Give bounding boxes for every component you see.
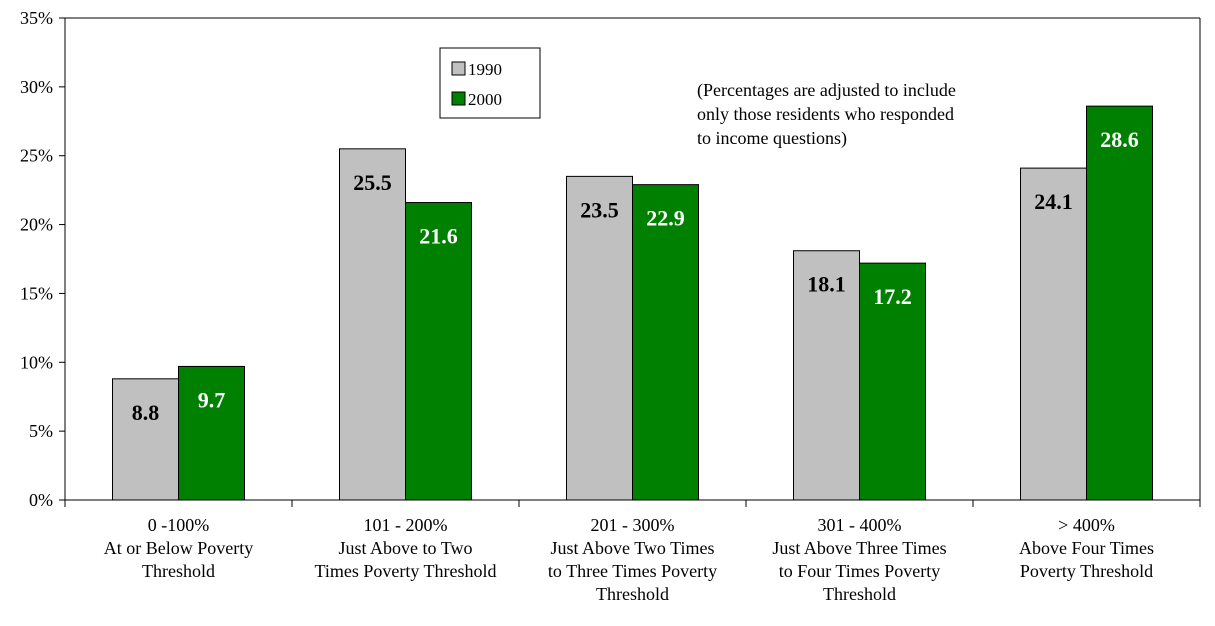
legend-box <box>439 47 541 119</box>
y-axis: 0% 5% 10% 15% 20% 25% 30% 35% <box>20 8 66 510</box>
category-label-line: Threshold <box>142 561 215 581</box>
bar-data-label: 23.5 <box>580 197 619 222</box>
annotation-line: only those residents who responded <box>697 104 954 124</box>
y-tick-label: 15% <box>20 283 53 303</box>
y-tick-label: 0% <box>29 490 53 510</box>
category-labels: 0 -100% At or Below Poverty Threshold 101 -… <box>104 515 1154 604</box>
bar-2000-3 <box>859 262 926 501</box>
category-label-line: Just Above Three Times <box>772 538 946 558</box>
x-category-label: 201 - 300% Just Above Two Times to Three T… <box>548 515 717 604</box>
x-axis <box>64 499 1201 507</box>
legend: 1990 2000 <box>439 47 541 119</box>
category-label-line: 101 - 200% <box>364 515 448 535</box>
category-label-line: > 400% <box>1058 515 1115 535</box>
bar-data-label: 17.2 <box>873 284 912 309</box>
bar-labels: 8.8 25.5 23.5 18.1 24.1 9.7 21.6 22.9 17.2 28.6 <box>132 127 1139 425</box>
category-label-line: Just Above Two Times <box>551 538 715 558</box>
category-label-line: 201 - 300% <box>591 515 675 535</box>
bar-data-label: 8.8 <box>132 400 160 425</box>
bar-data-label: 22.9 <box>646 206 685 231</box>
bar-1990-2 <box>566 175 633 501</box>
x-category-label: 101 - 200% Just Above to Two Times Poverty… <box>314 515 496 581</box>
annotation-note: (Percentages are adjusted to include only… <box>697 80 956 149</box>
category-label-line: Poverty Threshold <box>1020 561 1153 581</box>
bar-data-label: 18.1 <box>807 272 846 297</box>
bar-data-label: 24.1 <box>1034 189 1073 214</box>
y-tick-label: 20% <box>20 215 53 235</box>
category-label-line: 0 -100% <box>148 515 210 535</box>
category-label-line: 301 - 400% <box>818 515 902 535</box>
category-label-line: Threshold <box>596 584 669 604</box>
bars <box>112 105 1153 501</box>
bar-2000-2 <box>632 184 699 501</box>
bar-2000-1 <box>405 202 472 501</box>
category-label-line: At or Below Poverty <box>104 538 253 558</box>
category-label-line: Times Poverty Threshold <box>314 561 496 581</box>
bar-1990-0 <box>112 378 179 501</box>
bar-2000-4 <box>1086 105 1153 501</box>
bar-2000-0 <box>178 365 245 501</box>
x-category-label: > 400% Above Four Times Poverty Threshold <box>1019 515 1154 581</box>
x-category-label: 301 - 400% Just Above Three Times to Four … <box>772 515 946 604</box>
category-label-line: to Three Times Poverty <box>548 561 717 581</box>
legend-label-1990: 1990 <box>468 60 502 79</box>
y-tick-label: 35% <box>20 8 53 28</box>
legend-swatch-2000 <box>451 91 466 106</box>
bar-1990-4 <box>1020 167 1087 501</box>
bar-1990-3 <box>793 250 860 501</box>
annotation-line: to income questions) <box>697 128 847 149</box>
x-category-label: 0 -100% At or Below Poverty Threshold <box>104 515 253 581</box>
legend-swatch-1990 <box>451 61 466 76</box>
bar-1990-1 <box>339 148 406 501</box>
legend-label-2000: 2000 <box>468 90 502 109</box>
bar-data-label: 9.7 <box>198 387 226 412</box>
category-label-line: Above Four Times <box>1019 538 1154 558</box>
bar-data-label: 25.5 <box>353 170 392 195</box>
y-tick-label: 30% <box>20 77 53 97</box>
category-label-line: Just Above to Two <box>339 538 473 558</box>
bar-data-label: 28.6 <box>1100 127 1139 152</box>
y-tick-label: 10% <box>20 352 53 372</box>
bar-data-label: 21.6 <box>419 224 458 249</box>
category-label-line: to Four Times Poverty <box>779 561 941 581</box>
y-tick-label: 5% <box>29 421 53 441</box>
y-tick-label: 25% <box>20 146 53 166</box>
category-label-line: Threshold <box>823 584 896 604</box>
annotation-line: (Percentages are adjusted to include <box>697 80 956 101</box>
plot-frame <box>65 17 1201 500</box>
annotation-text: (Percentages are adjusted to include only… <box>697 80 956 149</box>
